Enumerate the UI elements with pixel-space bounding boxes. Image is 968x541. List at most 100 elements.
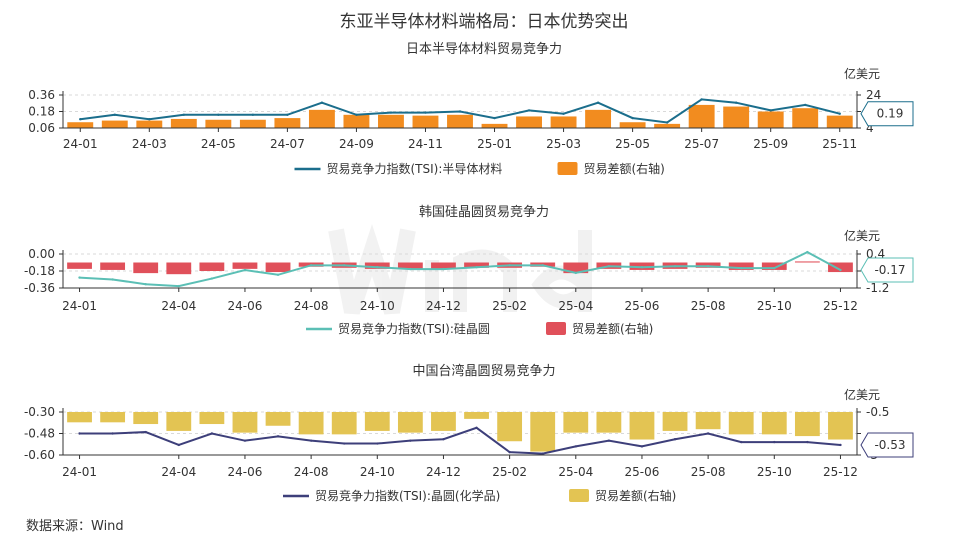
bar	[343, 114, 370, 128]
left-tick-label: -0.18	[24, 264, 55, 278]
right-axis-unit: 亿美元	[844, 387, 880, 402]
x-tick-label: 24-07	[270, 137, 305, 151]
right-tick-label: -1.2	[866, 281, 889, 295]
bar	[728, 412, 754, 435]
line-point	[409, 439, 412, 442]
x-tick-label: 25-04	[558, 465, 593, 479]
line-point	[806, 250, 809, 254]
bar	[166, 262, 192, 275]
left-tick-label: -0.36	[24, 281, 55, 295]
line-point	[706, 432, 710, 435]
bar	[274, 118, 301, 128]
x-tick-label: 24-10	[360, 465, 395, 479]
bar	[619, 122, 646, 128]
line-point	[148, 118, 151, 121]
x-tick-label: 25-05	[615, 137, 650, 151]
legend-bar-label: 贸易差额(右轴)	[584, 161, 665, 176]
bar	[654, 123, 681, 128]
x-tick-label: 24-08	[294, 465, 329, 479]
chart-panel-3: 中国台湾晶圆贸易竞争力亿美元-0.30-0.48-0.60-0.5-324-01…	[24, 363, 914, 503]
legend-line-label: 贸易竞争力指数(TSI):半导体材料	[327, 161, 503, 176]
bar	[298, 412, 324, 435]
bar	[481, 123, 508, 128]
line-point	[355, 113, 358, 117]
line-point	[508, 264, 511, 267]
bar	[378, 114, 404, 128]
bar	[828, 412, 853, 440]
bar	[596, 412, 622, 433]
x-tick-label: 25-11	[822, 137, 857, 151]
x-tick-label: 25-10	[757, 465, 792, 479]
line-point	[493, 116, 496, 120]
line-point	[376, 442, 379, 445]
line-point	[806, 440, 809, 444]
bar	[265, 262, 291, 273]
x-tick-label: 24-12	[426, 465, 461, 479]
line-point	[78, 276, 81, 279]
bar	[136, 120, 163, 128]
x-tick-label: 24-03	[132, 137, 167, 151]
line-point	[243, 268, 247, 272]
x-tick-label: 25-01	[477, 137, 512, 151]
right-tick-label: 0.4	[866, 247, 885, 261]
right-tick-label: -0.5	[866, 405, 889, 419]
line-point	[640, 266, 644, 269]
x-tick-label: 24-11	[408, 137, 443, 151]
bar	[67, 122, 94, 128]
bar	[205, 119, 232, 128]
line-point	[78, 432, 81, 435]
bar	[397, 412, 423, 433]
bar	[662, 412, 688, 431]
line-point	[574, 445, 577, 448]
x-tick-label: 24-06	[228, 299, 263, 313]
line-point	[734, 101, 738, 104]
line-point	[424, 111, 427, 114]
line-point	[740, 440, 743, 444]
line-point	[839, 443, 842, 447]
bar	[232, 262, 258, 269]
right-tick-label: 4	[866, 121, 874, 135]
bar	[232, 412, 258, 433]
line-point	[773, 440, 776, 444]
bar	[792, 108, 819, 128]
x-tick-label: 25-08	[691, 465, 726, 479]
bar	[239, 119, 266, 128]
x-tick-label: 25-12	[823, 465, 858, 479]
bar	[170, 118, 197, 128]
line-point	[541, 264, 544, 267]
bar	[100, 262, 126, 270]
left-tick-label: -0.48	[24, 427, 55, 441]
bar	[397, 262, 423, 269]
left-tick-label: 0.06	[28, 121, 55, 135]
x-tick-label: 25-03	[546, 137, 581, 151]
x-tick-label: 24-06	[228, 465, 263, 479]
x-tick-label: 24-12	[426, 299, 461, 313]
x-tick-label: 24-09	[339, 137, 374, 151]
bar	[101, 120, 128, 128]
line-point	[276, 273, 280, 276]
line-point	[562, 112, 565, 115]
line-point	[838, 112, 841, 115]
series-line	[79, 426, 841, 455]
line-point	[111, 432, 114, 435]
line-point	[769, 109, 772, 112]
line-point	[541, 452, 544, 455]
bar	[723, 106, 750, 128]
line-point	[740, 266, 743, 270]
bar	[331, 412, 357, 435]
series-line	[79, 250, 841, 288]
x-tick-label: 24-08	[294, 299, 329, 313]
bar	[695, 412, 721, 430]
bar	[67, 412, 92, 423]
bar	[67, 262, 92, 269]
left-tick-label: 0.18	[28, 105, 55, 119]
x-tick-label: 25-02	[492, 465, 527, 479]
legend-bar-marker	[569, 489, 589, 502]
line-point	[177, 284, 180, 288]
bar	[133, 262, 159, 274]
line-point	[607, 265, 611, 268]
x-tick-label: 25-06	[625, 465, 660, 479]
x-tick-label: 24-01	[63, 137, 98, 151]
line-point	[376, 266, 379, 269]
line-point	[243, 439, 247, 442]
